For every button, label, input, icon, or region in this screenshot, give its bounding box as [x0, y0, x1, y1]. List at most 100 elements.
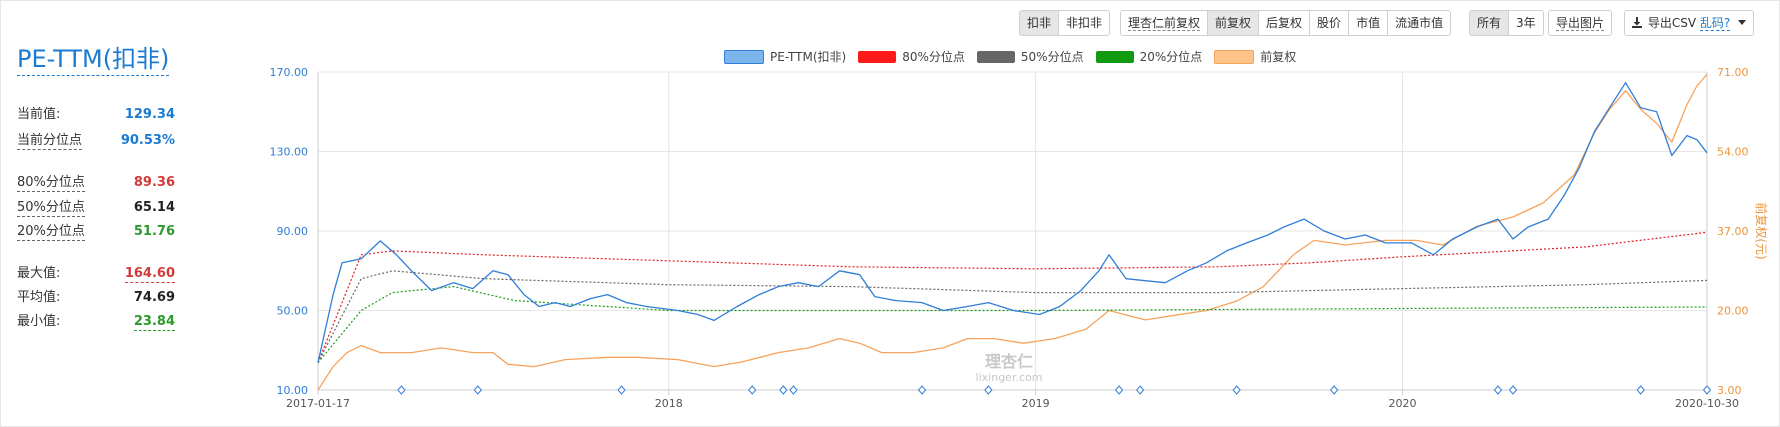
stat-label[interactable]: 最小值:: [17, 314, 61, 329]
legend-label-price: 前复权: [1260, 50, 1297, 64]
garbled-help-link[interactable]: 乱码?: [1699, 16, 1731, 31]
caret-down-icon[interactable]: [1738, 20, 1747, 26]
stat-label[interactable]: 平均值:: [17, 290, 61, 305]
stat-label[interactable]: 最大值:: [17, 266, 61, 281]
stat-value: 129.34: [124, 107, 175, 122]
stat-value: 74.69: [133, 290, 175, 305]
export-image-label: 导出图片: [1556, 16, 1605, 31]
legend-item-p80[interactable]: 80%分位点: [858, 48, 965, 65]
y-left-tick-label: 130.00: [270, 146, 309, 159]
legend-label-p50: 50%分位点: [1020, 50, 1084, 64]
stat-row: 最大值: 164.60: [17, 266, 175, 284]
stat-value: 23.84: [133, 314, 175, 331]
range-toggle-group: 所有 3年: [1469, 10, 1544, 36]
range-all-button[interactable]: 所有: [1469, 10, 1510, 36]
event-marker-icon[interactable]: [397, 385, 406, 395]
event-marker-icon[interactable]: [1493, 385, 1503, 395]
y-left-tick-label: 10.00: [277, 384, 309, 397]
event-marker-icon[interactable]: [1508, 385, 1518, 395]
forward-adjust-button[interactable]: 前复权: [1207, 10, 1260, 36]
adjust-toggle-group: 理杏仁前复权 前复权 后复权 股价 市值 流通市值: [1120, 10, 1452, 36]
non-deduct-button[interactable]: 非扣非: [1058, 10, 1111, 36]
stat-row: 平均值: 74.69: [17, 290, 175, 308]
x-tick-label: 2020: [1388, 397, 1416, 410]
stat-value: 164.60: [124, 266, 175, 283]
event-marker-icon[interactable]: [1329, 385, 1339, 395]
x-tick-label: 2019: [1022, 397, 1050, 410]
stat-value: 65.14: [133, 200, 175, 215]
stat-row: 当前分位点 90.53%: [17, 133, 175, 151]
legend-swatch-p80: [858, 50, 897, 63]
legend-label-p20: 20%分位点: [1139, 50, 1203, 64]
lixinger-adjust-label: 理杏仁前复权: [1128, 16, 1201, 31]
event-marker-icon[interactable]: [617, 385, 626, 395]
stat-row: 最小值: 23.84: [17, 314, 175, 332]
x-tick-label: 2020-10-30: [1675, 397, 1739, 410]
event-marker-icon[interactable]: [1114, 385, 1124, 395]
event-marker-icon[interactable]: [917, 385, 927, 395]
event-marker-icon[interactable]: [1135, 385, 1145, 395]
chart-legend: PE-TTM(扣非) 80%分位点 50%分位点 20%分位点 前复权: [724, 48, 1308, 65]
range-3y-button[interactable]: 3年: [1508, 10, 1544, 36]
y-right-tick-label: 20.00: [1717, 305, 1749, 318]
market-cap-button[interactable]: 市值: [1348, 10, 1389, 36]
event-marker-icon[interactable]: [984, 385, 993, 395]
stat-row: 当前值: 129.34: [17, 107, 175, 125]
series-p50-line[interactable]: [317, 270, 1708, 363]
metric-title[interactable]: PE-TTM(扣非): [17, 45, 170, 76]
deduct-button[interactable]: 扣非: [1019, 10, 1060, 36]
float-market-cap-button[interactable]: 流通市值: [1387, 10, 1452, 36]
series-p20-line[interactable]: [317, 286, 1708, 363]
x-tick-label: 2018: [655, 397, 683, 410]
event-marker-icon[interactable]: [1702, 385, 1712, 395]
legend-label-pe: PE-TTM(扣非): [770, 50, 847, 64]
lixinger-adjust-button[interactable]: 理杏仁前复权: [1120, 10, 1209, 36]
stat-row: 80%分位点 89.36: [17, 175, 175, 193]
y-right-tick-label: 37.00: [1717, 225, 1749, 238]
stat-row: 20%分位点 51.76: [17, 224, 175, 242]
legend-swatch-price: [1214, 49, 1255, 64]
stat-label[interactable]: 50%分位点: [17, 200, 85, 217]
legend-swatch-pe: [724, 49, 764, 64]
export-image-button[interactable]: 导出图片: [1548, 10, 1613, 36]
event-marker-icon[interactable]: [473, 385, 482, 395]
stat-label[interactable]: 当前分位点: [17, 133, 83, 150]
y-right-tick-label: 71.00: [1717, 66, 1749, 79]
backward-adjust-button[interactable]: 后复权: [1258, 10, 1311, 36]
y-right-tick-label: 3.00: [1717, 384, 1742, 397]
series-p80-line[interactable]: [317, 231, 1708, 363]
stat-label[interactable]: 当前值:: [17, 107, 61, 122]
y-left-tick-label: 90.00: [277, 225, 309, 238]
y-left-tick-label: 170.00: [270, 66, 309, 79]
event-marker-icon[interactable]: [789, 385, 798, 395]
export-image-group: 导出图片: [1548, 10, 1613, 36]
stat-label[interactable]: 80%分位点: [17, 175, 85, 192]
event-marker-icon[interactable]: [779, 385, 788, 395]
y-left-tick-label: 50.00: [277, 305, 309, 318]
event-marker-icon[interactable]: [1232, 385, 1241, 395]
deduct-toggle-group: 扣非 非扣非: [1019, 10, 1111, 36]
legend-item-price[interactable]: 前复权: [1214, 48, 1296, 65]
legend-item-p50[interactable]: 50%分位点: [976, 48, 1084, 65]
export-csv-button[interactable]: 导出CSV 乱码?: [1624, 10, 1755, 36]
legend-swatch-p50: [976, 50, 1015, 63]
x-tick-label: 2017-01-17: [286, 397, 350, 410]
legend-label-p80: 80%分位点: [902, 50, 965, 64]
stat-value: 90.53%: [120, 133, 175, 148]
watermark-cn: 理杏仁: [985, 352, 1033, 371]
legend-item-p20[interactable]: 20%分位点: [1095, 48, 1203, 65]
series-pe-line[interactable]: [317, 82, 1708, 363]
event-marker-icon[interactable]: [1636, 385, 1645, 395]
series-price-line[interactable]: [317, 73, 1708, 391]
stat-row: 50%分位点 65.14: [17, 200, 175, 218]
export-csv-group: 导出CSV 乱码?: [1624, 10, 1755, 36]
y-right-axis-title: 前复权(元): [1754, 202, 1769, 259]
event-marker-icon[interactable]: [748, 385, 757, 395]
stock-price-button[interactable]: 股价: [1309, 10, 1350, 36]
legend-item-pe[interactable]: PE-TTM(扣非): [724, 48, 846, 65]
export-csv-label: 导出CSV: [1647, 16, 1697, 30]
stat-label[interactable]: 20%分位点: [17, 224, 85, 241]
stat-value: 51.76: [133, 224, 175, 239]
y-right-tick-label: 54.00: [1717, 146, 1749, 159]
